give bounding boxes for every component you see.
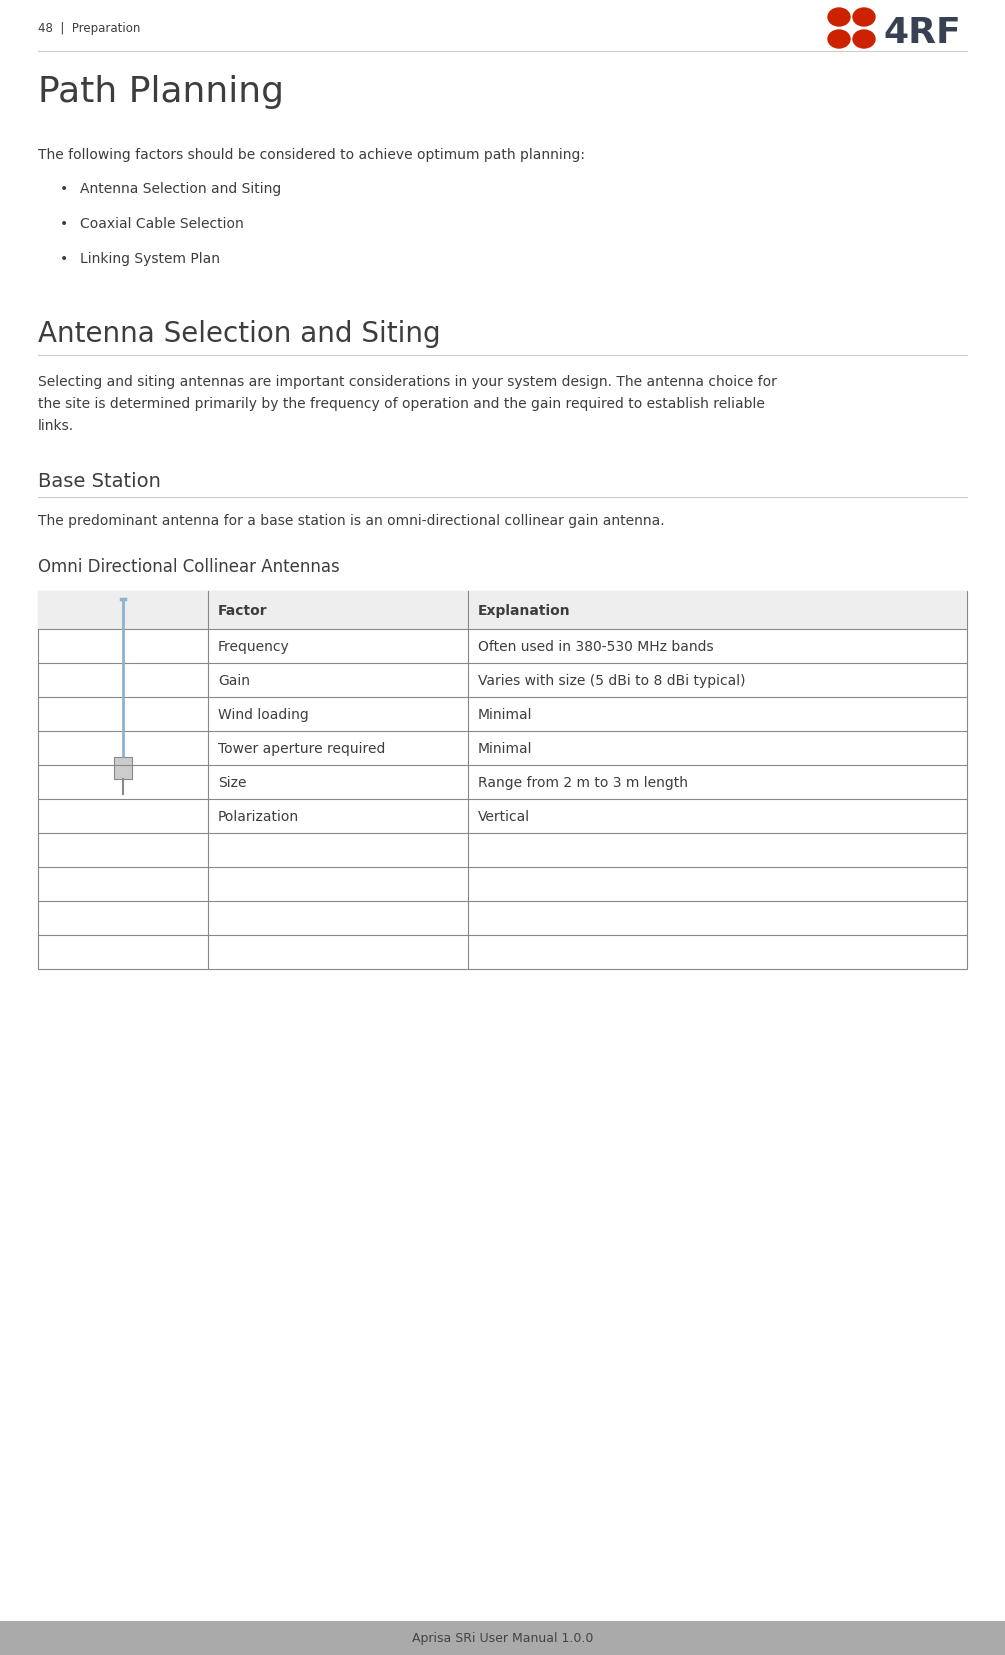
Bar	[114, 758, 132, 780]
Text: Vertical: Vertical	[478, 809, 530, 824]
Text: Antenna Selection and Siting: Antenna Selection and Siting	[38, 319, 440, 348]
Text: Varies with size (5 dBi to 8 dBi typical): Varies with size (5 dBi to 8 dBi typical…	[478, 674, 746, 687]
Text: 4RF: 4RF	[883, 17, 961, 50]
Ellipse shape	[853, 8, 875, 26]
Text: Tower aperture required: Tower aperture required	[218, 741, 385, 756]
Text: Explanation: Explanation	[478, 604, 571, 617]
Text: Factor: Factor	[218, 604, 267, 617]
Text: Selecting and siting antennas are important considerations in your system design: Selecting and siting antennas are import…	[38, 374, 777, 389]
Text: Size: Size	[218, 776, 246, 789]
Text: •: •	[60, 217, 68, 230]
Text: Minimal: Minimal	[478, 708, 533, 722]
Text: Often used in 380-530 MHz bands: Often used in 380-530 MHz bands	[478, 639, 714, 654]
Text: the site is determined primarily by the frequency of operation and the gain requ: the site is determined primarily by the …	[38, 397, 765, 410]
Text: Coaxial Cable Selection: Coaxial Cable Selection	[80, 217, 244, 230]
Text: The predominant antenna for a base station is an omni-directional collinear gain: The predominant antenna for a base stati…	[38, 513, 664, 528]
Text: Linking System Plan: Linking System Plan	[80, 252, 220, 266]
Text: Wind loading: Wind loading	[218, 708, 309, 722]
Text: Range from 2 m to 3 m length: Range from 2 m to 3 m length	[478, 776, 688, 789]
Text: The following factors should be considered to achieve optimum path planning:: The following factors should be consider…	[38, 147, 585, 162]
Bar	[38, 591, 967, 970]
Text: Frequency: Frequency	[218, 639, 289, 654]
Text: Aprisa SRi User Manual 1.0.0: Aprisa SRi User Manual 1.0.0	[412, 1632, 593, 1645]
Ellipse shape	[828, 8, 850, 26]
Text: Minimal: Minimal	[478, 741, 533, 756]
Bar	[38, 591, 967, 629]
Text: •: •	[60, 182, 68, 195]
Text: Polarization: Polarization	[218, 809, 299, 824]
Text: Omni Directional Collinear Antennas: Omni Directional Collinear Antennas	[38, 558, 340, 576]
Ellipse shape	[828, 31, 850, 50]
Text: 48  |  Preparation: 48 | Preparation	[38, 22, 141, 35]
Text: Antenna Selection and Siting: Antenna Selection and Siting	[80, 182, 281, 195]
Bar	[0, 1620, 1005, 1655]
Text: Base Station: Base Station	[38, 472, 161, 490]
Ellipse shape	[853, 31, 875, 50]
Text: Gain: Gain	[218, 674, 250, 687]
Text: Path Planning: Path Planning	[38, 74, 284, 109]
Text: •: •	[60, 252, 68, 266]
Text: links.: links.	[38, 419, 74, 432]
